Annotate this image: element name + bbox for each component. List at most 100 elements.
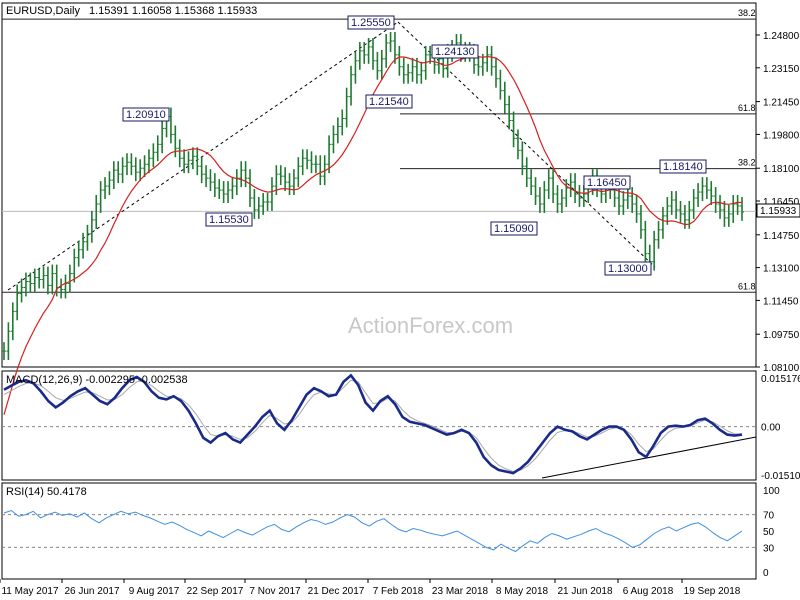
- price-bar: [524, 157, 529, 188]
- price-bar: [713, 187, 718, 213]
- price-y-tick-label: 1.24800: [763, 31, 800, 42]
- price-bar: [182, 149, 187, 174]
- price-bar: [392, 32, 397, 64]
- price-bar: [6, 322, 11, 361]
- price-bar: [313, 155, 318, 174]
- price-header-symbol: EURUSD,Daily: [6, 5, 80, 17]
- price-bar: [204, 165, 209, 188]
- price-bar: [414, 57, 419, 84]
- price-bar: [397, 45, 402, 76]
- price-y-tick-label: 1.09750: [763, 330, 800, 341]
- price-bar: [41, 266, 46, 289]
- price-bar: [195, 147, 200, 176]
- price-bar: [72, 248, 77, 283]
- price-bar: [638, 204, 643, 239]
- price-bar: [520, 141, 525, 176]
- price-bar: [50, 264, 55, 295]
- price-y-tick-label: 1.16450: [763, 197, 800, 208]
- price-bar: [476, 55, 481, 76]
- price-bar: [349, 65, 354, 106]
- price-bar: [494, 57, 498, 88]
- price-bar: [559, 189, 564, 213]
- price-bar: [696, 183, 701, 207]
- price-bar: [630, 187, 635, 213]
- price-bar: [111, 161, 116, 190]
- price-bar: [678, 201, 683, 223]
- price-bar: [212, 173, 217, 198]
- price-bar: [344, 87, 349, 128]
- price-bar: [617, 189, 621, 215]
- price-bar: [265, 193, 270, 211]
- price-bar: [665, 197, 670, 225]
- price-bar: [674, 191, 679, 219]
- x-axis-ticks: 11 May 2017 26 Jun 2017 9 Aug 2017 22 Sep 2…: [0, 579, 741, 597]
- price-bar: [331, 125, 336, 154]
- price-bar: [19, 278, 24, 303]
- price-bar: [89, 210, 94, 243]
- price-bar: [371, 37, 375, 70]
- price-bar: [388, 32, 393, 52]
- price-y-tick-label: 1.19800: [763, 130, 800, 141]
- price-bar: [2, 342, 6, 361]
- price-bar: [208, 169, 213, 192]
- price-bar: [573, 173, 578, 203]
- level-label-box: [122, 107, 170, 122]
- macd-panel-frame: [1, 370, 757, 481]
- price-bar: [406, 63, 411, 84]
- price-bar: [190, 147, 195, 170]
- price-bar: [98, 181, 103, 213]
- level-label-box: [347, 15, 395, 30]
- level-label-box: [583, 175, 631, 190]
- price-bar: [103, 177, 108, 200]
- price-bar: [248, 169, 252, 207]
- price-bar: [155, 135, 160, 162]
- price-bar: [335, 117, 340, 144]
- price-bar: [621, 191, 626, 215]
- price-bar: [362, 41, 367, 64]
- macd-header: MACD(12,26,9) -0.002295 -0.002538: [6, 374, 188, 386]
- macd-line: [3, 373, 743, 475]
- price-bar: [533, 177, 538, 205]
- price-bar: [515, 129, 520, 160]
- trend-lines: [7, 21, 757, 479]
- price-bar: [199, 157, 204, 184]
- level-label-box: [659, 159, 707, 174]
- price-bar: [384, 34, 389, 68]
- level-label: 1.21540: [369, 96, 409, 108]
- level-label-box: [365, 94, 413, 109]
- price-bar: [660, 206, 665, 239]
- price-bar: [125, 153, 129, 176]
- level-label-box: [604, 261, 652, 276]
- x-tick-label: 19 Sep 2018: [684, 586, 741, 597]
- fib-label: 61.8: [738, 281, 756, 291]
- price-bar: [269, 177, 274, 211]
- price-bar: [379, 49, 384, 80]
- rsi-y-tick-label: 70: [763, 511, 775, 522]
- price-bar: [704, 177, 709, 200]
- x-tick-label: 21 Jun 2018: [557, 586, 612, 597]
- price-bars: [2, 32, 744, 361]
- price-bar: [81, 232, 86, 259]
- price-bar: [669, 191, 674, 215]
- level-label: 1.16450: [587, 177, 627, 189]
- price-bar: [283, 167, 288, 192]
- price-bar: [537, 187, 542, 213]
- price-bar: [419, 61, 424, 84]
- level-label: 1.18140: [663, 161, 703, 173]
- price-y-tick-label: 1.21450: [763, 98, 800, 109]
- price-bar: [357, 41, 362, 70]
- level-label-box: [205, 212, 253, 227]
- price-bar: [261, 193, 266, 215]
- price-y-tick-label: 1.14750: [763, 231, 800, 242]
- watermark: ActionForex.com: [348, 313, 513, 338]
- price-bar: [502, 81, 507, 114]
- level-label-box: [490, 221, 538, 236]
- price-bar: [709, 181, 714, 205]
- level-label: 1.24130: [435, 46, 475, 58]
- fib-label: 61.8: [738, 103, 756, 113]
- price-bar: [239, 161, 244, 188]
- price-bar: [243, 161, 248, 188]
- price-bar: [652, 230, 657, 271]
- rsi-y-tick-label: 0: [763, 568, 769, 579]
